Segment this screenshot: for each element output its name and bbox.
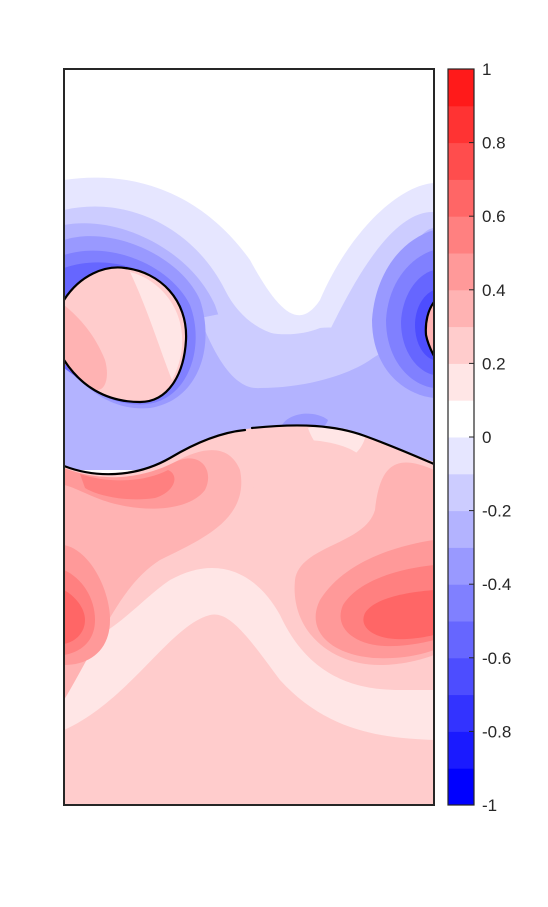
axes-frame	[63, 68, 435, 806]
colorbar-segment	[448, 216, 474, 254]
colorbar-segment	[448, 253, 474, 291]
interface-line	[64, 428, 247, 476]
colorbar-segment	[448, 142, 474, 180]
contour-band-pos-0.6-left	[64, 590, 85, 644]
contour-band-pos-0.2-band	[240, 439, 366, 530]
colorbar-tick-label: 1	[482, 60, 491, 79]
colorbar-segment	[448, 69, 474, 107]
contour-band-neg-0.2-lobe	[200, 312, 380, 389]
colorbar-tick-label: -0.8	[482, 722, 511, 741]
inclusion-left-inner	[64, 305, 107, 391]
colorbar-segment	[448, 694, 474, 732]
colorbar-segment	[448, 105, 474, 144]
colorbar-tick-label: 0.2	[482, 354, 506, 373]
colorbar-segment	[448, 547, 474, 585]
colorbar-segment	[448, 400, 474, 438]
contour-band-pos-0.1	[64, 567, 434, 740]
colorbar-segment	[448, 326, 474, 364]
inclusion-left-light	[130, 272, 183, 380]
colorbar-segment	[448, 473, 474, 512]
zero-contour-lines	[64, 266, 434, 476]
inclusion-right-boundary	[424, 300, 434, 358]
colorbar-tick-label: 0.8	[482, 134, 506, 153]
colorbar-tick-label: -1	[482, 796, 497, 815]
inclusion-left-boundary	[64, 266, 188, 404]
colorbar-segment	[448, 768, 474, 806]
colorbar-segment	[448, 731, 474, 769]
colorbar-ticks: 1 0.8 0.6 0.4 0.2 0 -0.2 -0.4 -0.6 -0.8 -1	[469, 60, 511, 815]
contour-band-pos-0.3	[64, 450, 242, 700]
contour-band-pos-0.6-right	[363, 590, 434, 640]
colorbar-tick-label: 0.6	[482, 207, 506, 226]
colorbar-tick-label: 0	[482, 428, 491, 447]
colorbar-segment	[448, 584, 474, 622]
colorbar-segment	[448, 510, 474, 548]
colorbar-segment	[448, 179, 474, 217]
colorbar-tick-label: 0.4	[482, 281, 506, 300]
colorbar-tick-label: -0.4	[482, 575, 511, 594]
colorbar-segment	[448, 289, 474, 328]
colorbar-segment	[448, 437, 474, 475]
colorbar	[448, 69, 474, 806]
colorbar-segment	[448, 621, 474, 659]
interface-line-right	[250, 424, 434, 466]
colorbar-tick-label: -0.6	[482, 649, 511, 668]
colorbar-segment	[448, 657, 474, 696]
contour-band-pos-0.5-top	[80, 470, 175, 500]
colorbar-tick-label: -0.2	[482, 502, 511, 521]
contour-field	[64, 177, 434, 805]
colorbar-segment	[448, 363, 474, 401]
